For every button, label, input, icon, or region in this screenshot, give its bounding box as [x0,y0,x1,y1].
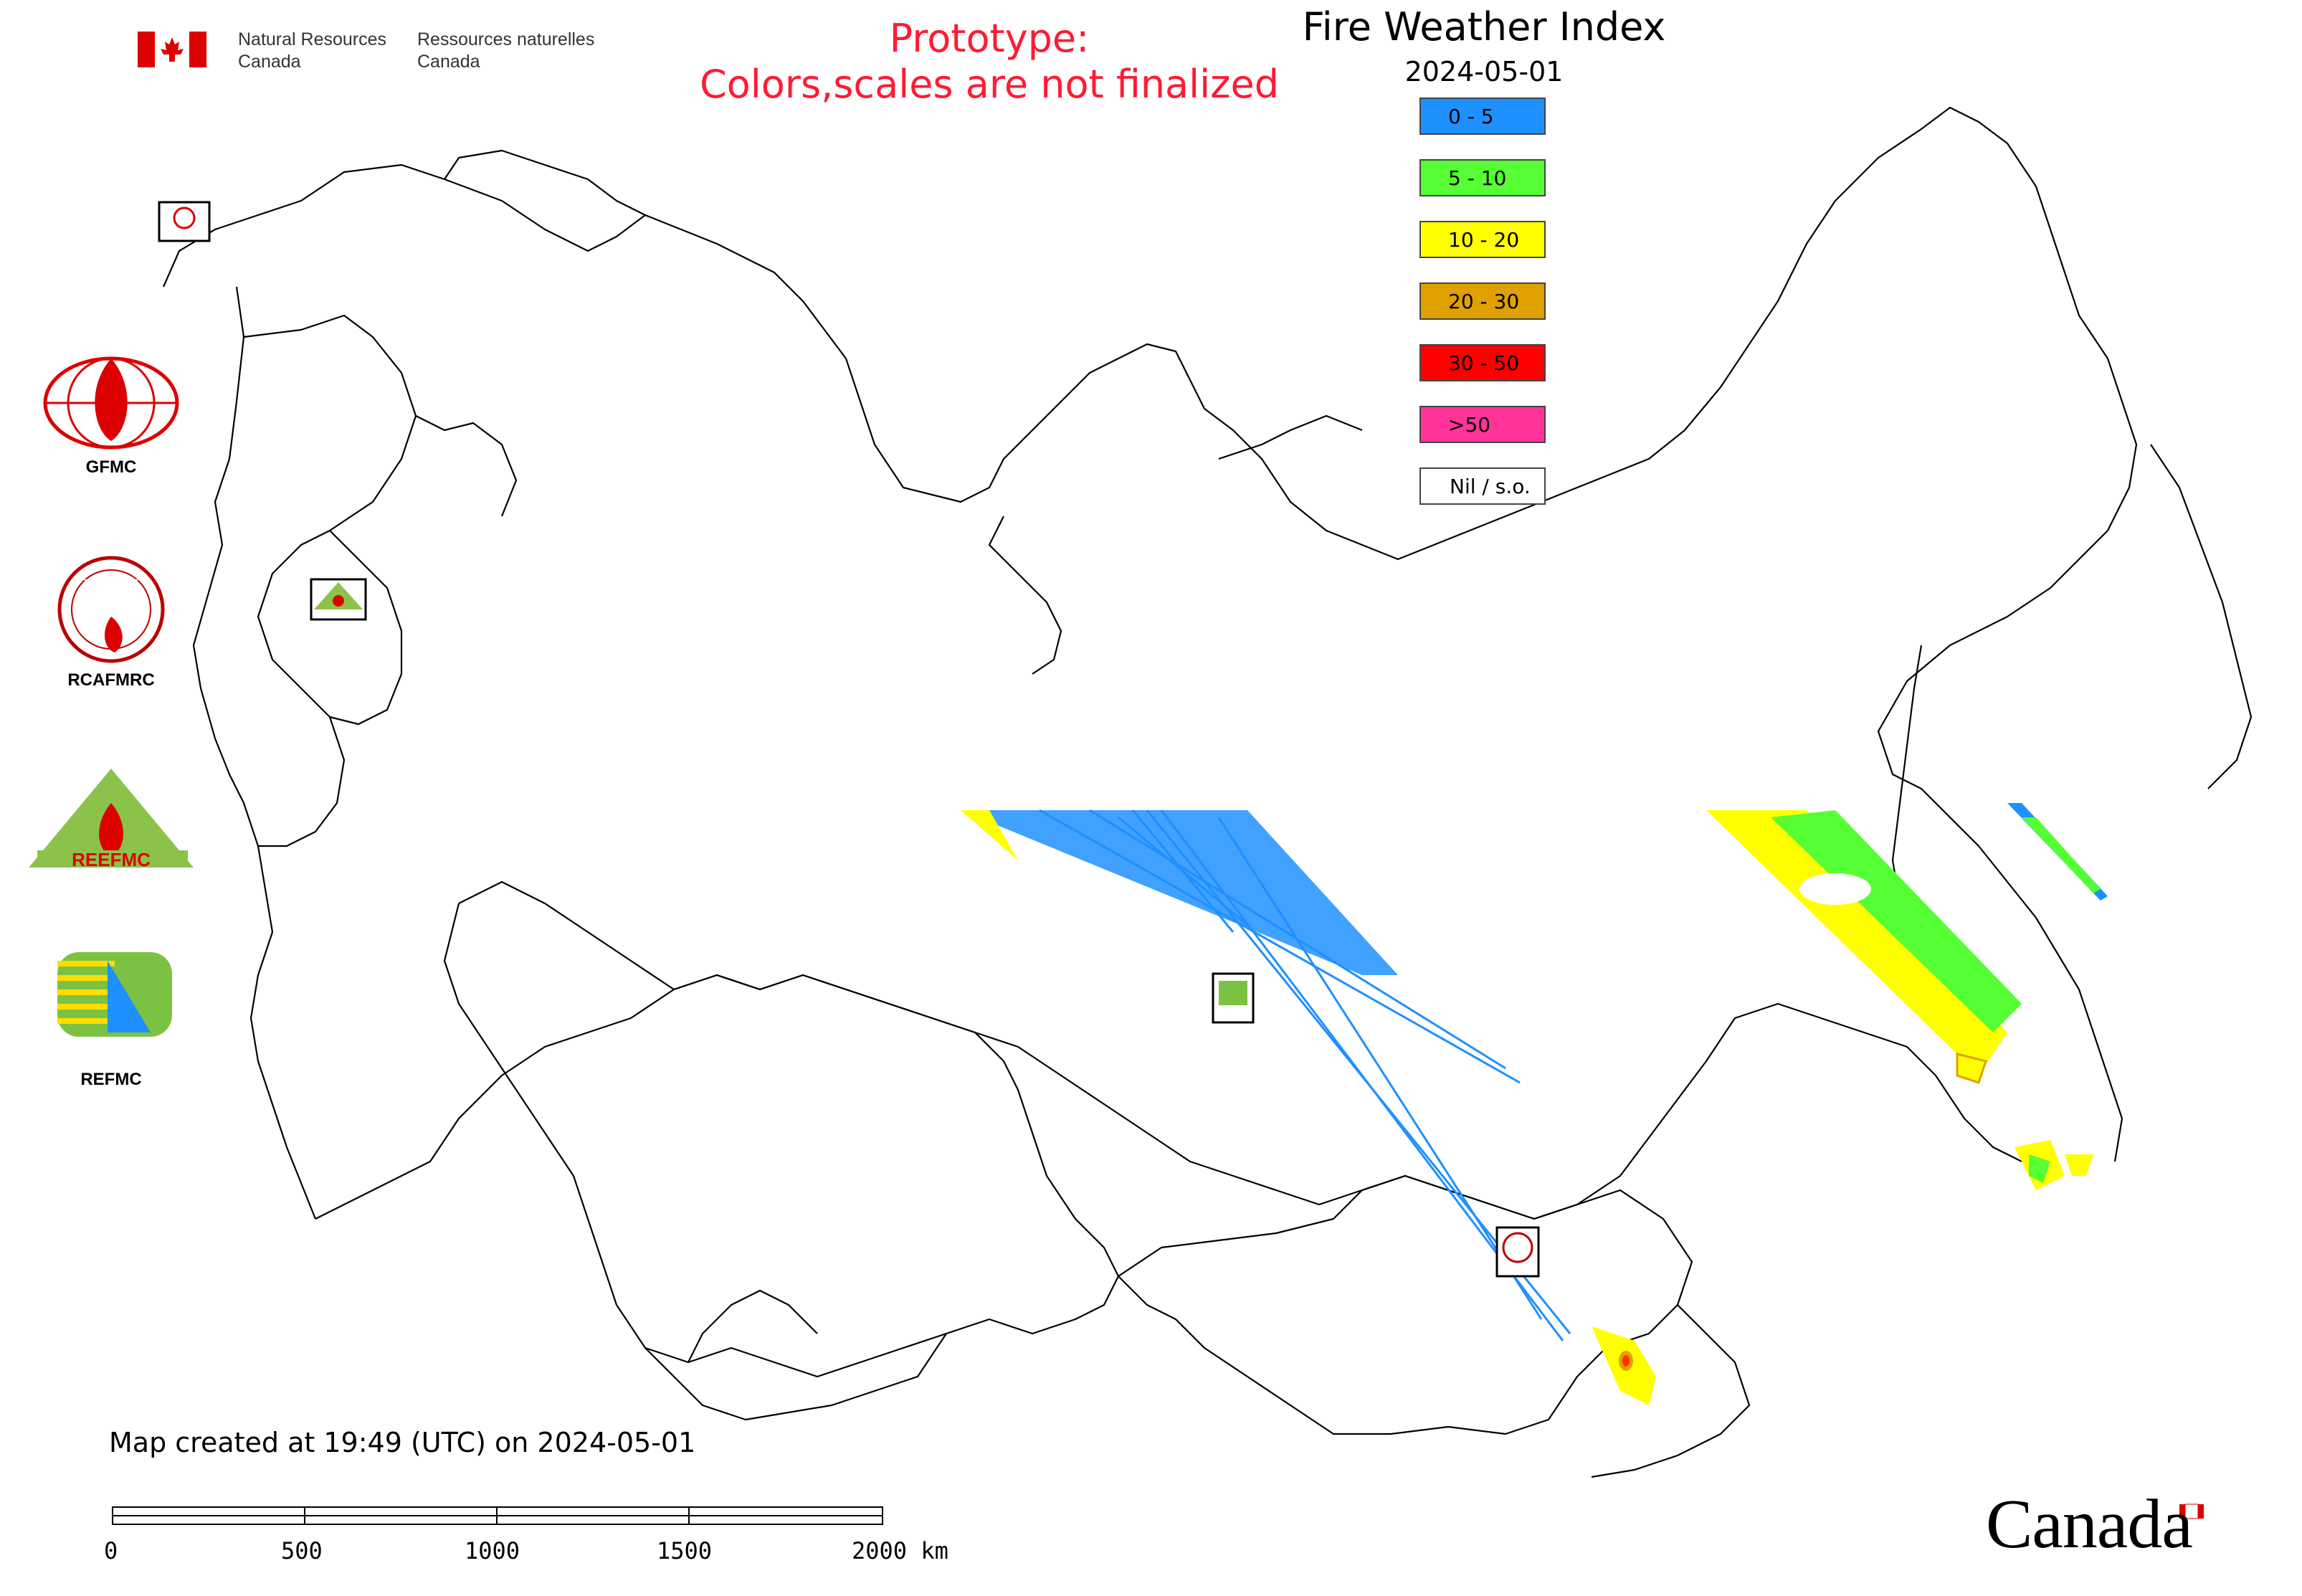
gov-name-en-line2: Canada [238,52,301,72]
map-markers [158,201,1540,1278]
mongolia-border [1118,1174,1693,1435]
fwi-swath-blue [961,809,1571,1341]
uzbek-border [688,1289,818,1363]
scale-label-0: 0 [104,1537,118,1564]
scale-label-2000: 2000 km [852,1537,948,1564]
map-date: 2024-05-01 [1404,56,1564,87]
coastline-and-borders [162,106,2253,1478]
fwi-primorye-2 [2065,1154,2093,1176]
legend-item-30-50: 30 - 50 [1419,344,1546,381]
baltic-borders [243,314,417,847]
western-border [192,286,317,1220]
prototype-notice-line2: Colors,scales are not finalized [700,62,1279,107]
fwi-primorye-green [2029,1154,2050,1183]
canada-flag-icon [138,32,206,67]
fwi-east-end [1956,1053,1987,1084]
gov-name-fr: Ressources naturelles Canada [417,29,594,73]
fwi-south-red [1622,1355,1630,1367]
scandinavia-coast [162,163,847,359]
gov-name-fr-line1: Ressources naturelles [417,29,595,49]
prototype-notice: Prototype: Colors,scales are not finaliz… [631,16,1348,108]
scale-label-500: 500 [281,1537,323,1564]
legend-label: >50 [1448,413,1491,437]
legend-label: 0 - 5 [1448,105,1494,128]
gfmc-logo [43,356,179,450]
rcafmrc-marker-icon [1502,1232,1533,1263]
reefmc-logo [29,769,194,868]
legend-label: 10 - 20 [1448,228,1520,252]
prototype-notice-line1: Prototype: [889,16,1090,61]
southern-border [315,974,2022,1220]
fwi-south-patch [1592,1326,1656,1405]
legend-item-nil: Nil / s.o. [1419,467,1546,505]
scale-label-1500: 1500 [657,1537,713,1564]
far-east-coast [1877,358,2138,1162]
legend-label: 5 - 10 [1448,166,1507,190]
map-title: Fire Weather Index [1302,4,1666,49]
legend-label: Nil / s.o. [1450,475,1531,498]
belarus-border [329,530,403,726]
canada-wordmark-flag-icon [2179,1504,2204,1519]
kamchatka [2150,444,2253,789]
map-created-timestamp: Map created at 19:49 (UTC) on 2024-05-01 [109,1427,696,1458]
refmc-marker-icon [1219,981,1247,1005]
legend-item-20-30: 20 - 30 [1419,282,1546,320]
reefmc-label: REEFMC [72,849,151,870]
scale-label-1000: 1000 [465,1537,520,1564]
legend-item-5-10: 5 - 10 [1419,159,1546,196]
legend-item-over-50: >50 [1419,406,1546,443]
fwi-swath-east [1706,803,2108,1190]
novaya-zemlya [988,516,1062,675]
legend-label: 20 - 30 [1448,290,1520,313]
gov-name-en-line1: Natural Resources [238,29,387,49]
fwi-east-yellow [1706,810,2007,1075]
rcafmrc-label: RCAFMRC [67,670,155,690]
scale-bar [112,1506,883,1525]
reefmc-marker-flame-icon [333,595,344,607]
refmc-label: REFMC [80,1070,142,1089]
canada-wordmark: Canada [1986,1486,2193,1563]
gfmc-marker-icon [173,206,196,229]
legend-item-10-20: 10 - 20 [1419,221,1546,258]
map-marker-icons [173,206,1533,1263]
fwi-yellow-triangle-west [961,810,1018,860]
rcafmrc-logo [57,556,165,663]
inner-border-2 [415,415,518,517]
fwi-east-green [1771,810,2022,1032]
central-asia-borders [645,1333,947,1421]
legend-item-0-5: 0 - 5 [1419,98,1546,135]
kola-peninsula [444,149,646,216]
gov-name-en: Natural Resources Canada [238,29,386,73]
taimyr [1218,414,1363,460]
kazakhstan-border [443,880,1120,1378]
gov-name-fr-line2: Canada [417,52,480,72]
china-ne-border [1591,1304,1751,1478]
legend-label: 30 - 50 [1448,351,1520,375]
arctic-coast [845,106,2108,561]
fwi-east-gap [1799,873,1871,905]
fwi-sakhalin-strip-green [2022,817,2101,893]
gfmc-label: GFMC [85,457,137,477]
refmc-logo [57,952,172,1037]
